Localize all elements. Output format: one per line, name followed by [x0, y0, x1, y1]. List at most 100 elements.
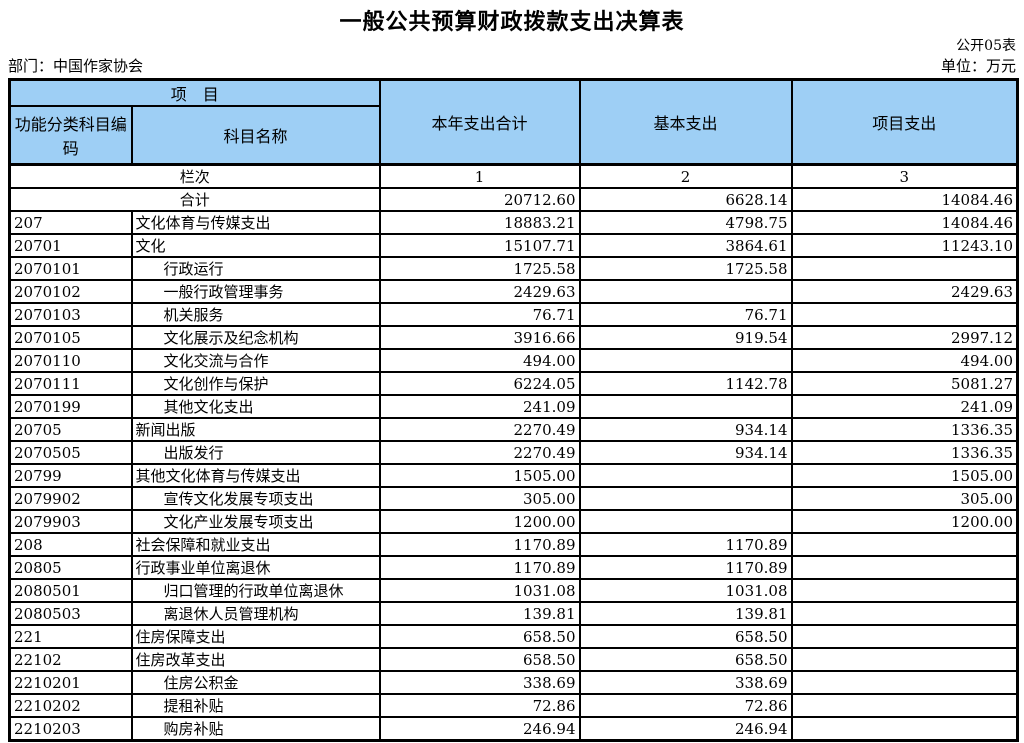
total-value-2: 6628.14	[578, 187, 793, 212]
cell-basic-expenditure: 1031.08	[578, 578, 793, 603]
cell-project-expenditure	[790, 256, 1019, 281]
cell-project-expenditure: 1336.35	[790, 440, 1019, 465]
total-row: 合计 20712.60 6628.14 14084.46	[8, 187, 1019, 212]
cell-project-expenditure: 14084.46	[790, 210, 1019, 235]
cell-basic-expenditure: 1725.58	[578, 256, 793, 281]
cell-function-code: 208	[8, 532, 133, 557]
table-row: 2070102 一般行政管理事务 2429.63 2429.63	[8, 279, 1019, 304]
column-index-row: 栏次 1 2 3	[8, 163, 1019, 189]
total-label: 合计	[8, 187, 381, 212]
header-subject-name: 科目名称	[130, 105, 381, 166]
cell-project-expenditure	[790, 716, 1019, 742]
cell-subject-name: 住房公积金	[130, 670, 381, 695]
cell-function-code: 2070101	[8, 256, 133, 281]
cell-project-expenditure	[790, 532, 1019, 557]
header-total-expenditure: 本年支出合计	[378, 78, 581, 166]
table-row: 2070111 文化创作与保护 6224.05 1142.78 5081.27	[8, 371, 1019, 396]
cell-subject-name: 文化创作与保护	[130, 371, 381, 396]
cell-subject-name: 社会保障和就业支出	[130, 532, 381, 557]
cell-subject-name: 行政事业单位离退休	[130, 555, 381, 580]
table-row: 20701 文化 15107.71 3864.61 11243.10	[8, 233, 1019, 258]
cell-basic-expenditure: 76.71	[578, 302, 793, 327]
cell-basic-expenditure: 658.50	[578, 647, 793, 672]
table-row: 2070505 出版发行 2270.49 934.14 1336.35	[8, 440, 1019, 465]
header-row-sub: 功能分类科目编码 科目名称	[8, 105, 1018, 166]
cell-basic-expenditure: 3864.61	[578, 233, 793, 258]
cell-subject-name: 住房改革支出	[130, 647, 381, 672]
lanci-col-1: 1	[378, 163, 581, 189]
cell-total-expenditure: 338.69	[378, 670, 581, 695]
cell-total-expenditure: 1505.00	[378, 463, 581, 488]
cell-project-expenditure	[790, 624, 1019, 649]
cell-project-expenditure: 2429.63	[790, 279, 1019, 304]
cell-basic-expenditure: 139.81	[578, 601, 793, 626]
lanci-col-2: 2	[578, 163, 793, 189]
cell-basic-expenditure: 934.14	[578, 440, 793, 465]
cell-basic-expenditure: 1142.78	[578, 371, 793, 396]
cell-project-expenditure	[790, 578, 1019, 603]
cell-subject-name: 文化	[130, 233, 381, 258]
cell-project-expenditure	[790, 555, 1019, 580]
expenditure-table: 项 目 本年支出合计 基本支出 项目支出 功能分类科目编码 科目名称 栏次 1 …	[8, 78, 1020, 742]
cell-function-code: 2210201	[8, 670, 133, 695]
cell-total-expenditure: 1200.00	[378, 509, 581, 534]
cell-project-expenditure	[790, 693, 1019, 718]
cell-total-expenditure: 2270.49	[378, 417, 581, 442]
cell-function-code: 2070199	[8, 394, 133, 419]
cell-total-expenditure: 1031.08	[378, 578, 581, 603]
cell-subject-name: 机关服务	[130, 302, 381, 327]
cell-total-expenditure: 246.94	[378, 716, 581, 742]
table-row: 207 文化体育与传媒支出 18883.21 4798.75 14084.46	[8, 210, 1019, 235]
header-row-project: 项 目 本年支出合计 基本支出 项目支出	[8, 78, 1019, 166]
table-row: 2070103 机关服务 76.71 76.71	[8, 302, 1019, 327]
cell-basic-expenditure: 72.86	[578, 693, 793, 718]
table-number: 公开05表	[956, 38, 1016, 54]
cell-project-expenditure: 1505.00	[790, 463, 1019, 488]
cell-project-expenditure: 5081.27	[790, 371, 1019, 396]
table-row: 2210203 购房补贴 246.94 246.94	[8, 716, 1019, 742]
cell-total-expenditure: 76.71	[378, 302, 581, 327]
cell-subject-name: 购房补贴	[130, 716, 381, 742]
cell-basic-expenditure: 658.50	[578, 624, 793, 649]
table-row: 2079902 宣传文化发展专项支出 305.00 305.00	[8, 486, 1019, 511]
cell-project-expenditure: 1336.35	[790, 417, 1019, 442]
unit-label: 单位：万元	[940, 57, 1016, 75]
cell-basic-expenditure	[578, 509, 793, 534]
header-function-code: 功能分类科目编码	[8, 105, 133, 166]
cell-function-code: 2210203	[8, 716, 133, 742]
cell-basic-expenditure: 934.14	[578, 417, 793, 442]
table-row: 2070101 行政运行 1725.58 1725.58	[8, 256, 1019, 281]
cell-subject-name: 文化产业发展专项支出	[130, 509, 381, 534]
cell-total-expenditure: 139.81	[378, 601, 581, 626]
department-label: 部门：中国作家协会	[8, 57, 144, 75]
cell-subject-name: 离退休人员管理机构	[130, 601, 381, 626]
cell-basic-expenditure: 1170.89	[578, 532, 793, 557]
cell-total-expenditure: 6224.05	[378, 371, 581, 396]
table-row: 20705 新闻出版 2270.49 934.14 1336.35	[8, 417, 1019, 442]
cell-function-code: 20805	[8, 555, 133, 580]
cell-function-code: 221	[8, 624, 133, 649]
table-row: 2080503 离退休人员管理机构 139.81 139.81	[8, 601, 1019, 626]
cell-total-expenditure: 2429.63	[378, 279, 581, 304]
cell-subject-name: 提租补贴	[130, 693, 381, 718]
cell-subject-name: 行政运行	[130, 256, 381, 281]
cell-project-expenditure: 494.00	[790, 348, 1019, 373]
cell-function-code: 2070110	[8, 348, 133, 373]
cell-total-expenditure: 1170.89	[378, 555, 581, 580]
total-value-1: 20712.60	[378, 187, 581, 212]
meta-line: 部门：中国作家协会 单位：万元	[8, 55, 1016, 77]
header-project-expenditure: 项目支出	[790, 78, 1019, 166]
table-row: 208 社会保障和就业支出 1170.89 1170.89	[8, 532, 1019, 557]
cell-project-expenditure	[790, 647, 1019, 672]
cell-function-code: 207	[8, 210, 133, 235]
cell-function-code: 22102	[8, 647, 133, 672]
cell-basic-expenditure: 4798.75	[578, 210, 793, 235]
cell-subject-name: 其他文化支出	[130, 394, 381, 419]
table-row: 2070199 其他文化支出 241.09 241.09	[8, 394, 1019, 419]
table-row: 221 住房保障支出 658.50 658.50	[8, 624, 1019, 649]
cell-basic-expenditure: 919.54	[578, 325, 793, 350]
table-row: 20805 行政事业单位离退休 1170.89 1170.89	[8, 555, 1019, 580]
table-row: 22102 住房改革支出 658.50 658.50	[8, 647, 1019, 672]
cell-function-code: 20799	[8, 463, 133, 488]
cell-total-expenditure: 494.00	[378, 348, 581, 373]
